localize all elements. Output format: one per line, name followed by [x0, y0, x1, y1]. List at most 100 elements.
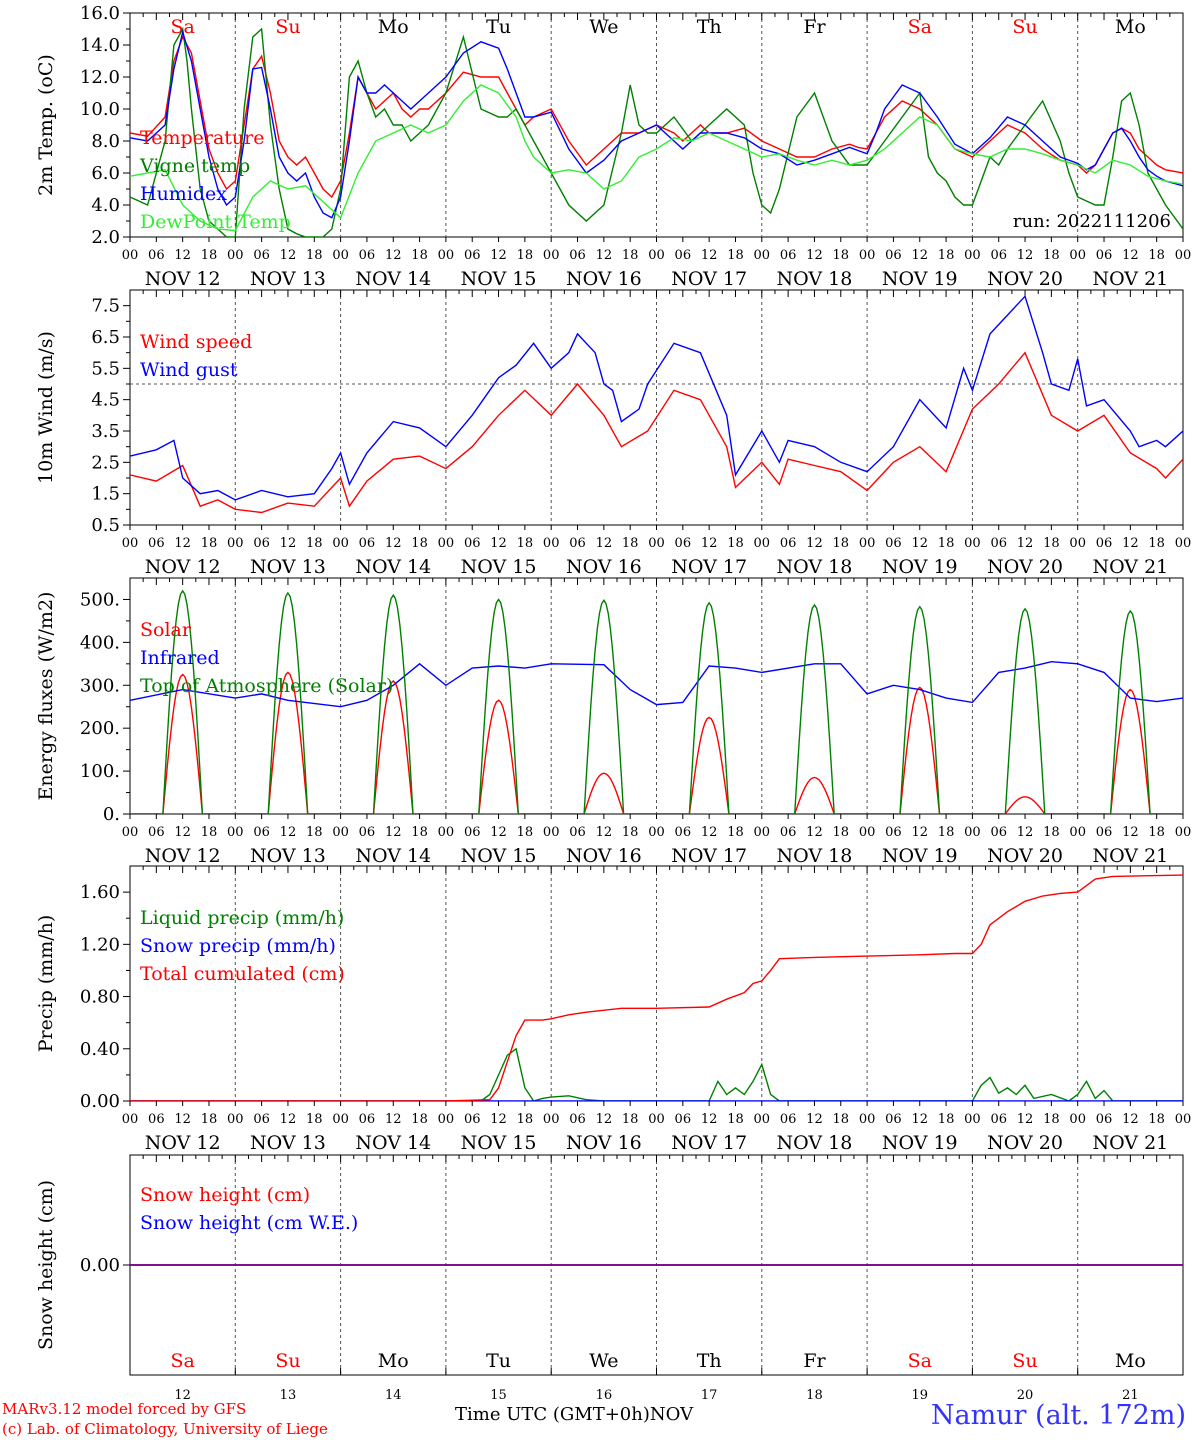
x-hour-label: 12: [174, 1112, 191, 1127]
weekday-label: Sa: [908, 1350, 932, 1372]
y-tick-label: 1.20: [80, 934, 120, 955]
weekday-label: Su: [1012, 1350, 1037, 1372]
x-hour-label: 18: [727, 1112, 744, 1127]
x-hour-label: 12: [1017, 1112, 1034, 1127]
x-hour-label: 00: [122, 248, 139, 263]
y-tick-label: 0.00: [80, 1255, 120, 1276]
x-hour-label: 12: [280, 248, 297, 263]
x-hour-label: 18: [306, 1112, 323, 1127]
x-hour-label: 18: [411, 1112, 428, 1127]
x-hour-label: 06: [780, 825, 797, 840]
x-date-label: NOV 18: [777, 268, 853, 290]
x-hour-label: 00: [543, 825, 560, 840]
x-hour-label: 12: [1122, 825, 1139, 840]
series-group: [130, 26, 1183, 237]
x-date-label: NOV 16: [566, 1132, 642, 1154]
x-hour-label: 00: [859, 248, 876, 263]
x-day-number: 13: [280, 1388, 297, 1400]
x-date-label: NOV 17: [671, 1132, 747, 1154]
x-date-label: NOV 16: [566, 845, 642, 867]
x-hour-label: 18: [306, 825, 323, 840]
x-date-label: NOV 15: [461, 556, 537, 578]
x-hour-label: 12: [280, 536, 297, 551]
weekday-label: Th: [697, 16, 722, 38]
weekday-label: Fr: [803, 1350, 826, 1372]
x-date-label: NOV 21: [1092, 845, 1168, 867]
x-hour-label: 12: [490, 248, 507, 263]
meteogram-chart: 2.0 4.0 6.0 8.0 10.0 12.0 14.0 16.0 2m Temp. (oC…: [35, 3, 1192, 1400]
model-credit: MARv3.12 model forced by GFS: [2, 1400, 247, 1418]
x-date-label: NOV 18: [777, 845, 853, 867]
x-date-label: NOV 13: [250, 556, 326, 578]
x-hour-label: 00: [1069, 248, 1086, 263]
x-hour-label: 18: [517, 1112, 534, 1127]
x-day-number: 15: [490, 1388, 507, 1400]
x-hour-label: 06: [148, 825, 165, 840]
y-tick-label: 0.80: [80, 987, 120, 1008]
weekday-label: Mo: [1115, 1350, 1146, 1372]
y-axis-label: Precip (mm/h): [35, 915, 57, 1053]
y-axis-label: 10m Wind (m/s): [35, 331, 57, 484]
x-hour-label: 18: [1043, 1112, 1060, 1127]
x-date-label: NOV 14: [355, 556, 431, 578]
x-hour-label: 18: [833, 248, 850, 263]
x-hour-label: 06: [359, 825, 376, 840]
x-hour-label: 12: [174, 825, 191, 840]
x-hour-label: 06: [990, 536, 1007, 551]
x-day-number: 18: [806, 1388, 823, 1400]
x-hour-label: 00: [1069, 536, 1086, 551]
x-hour-label: 00: [122, 1112, 139, 1127]
x-date-label: NOV 21: [1092, 268, 1168, 290]
x-hour-label: 00: [1069, 825, 1086, 840]
weekday-label: Mo: [378, 1350, 409, 1372]
x-date-label: NOV 18: [777, 556, 853, 578]
x-hour-label: 18: [411, 825, 428, 840]
y-tick-label: 2.5: [91, 452, 120, 473]
x-hour-label: 12: [1122, 1112, 1139, 1127]
x-hour-label: 00: [438, 248, 455, 263]
x-hour-label: 18: [201, 536, 218, 551]
x-hour-label: 18: [938, 248, 955, 263]
x-hour-label: 00: [227, 825, 244, 840]
y-tick-label: 6.5: [91, 327, 120, 348]
run-annotation: run: 2022111206: [1013, 211, 1171, 232]
x-hour-label: 00: [332, 248, 349, 263]
x-date-label: NOV 17: [671, 556, 747, 578]
x-hour-label: 12: [911, 536, 928, 551]
x-hour-label: 12: [806, 536, 823, 551]
x-hour-label: 06: [780, 248, 797, 263]
y-tick-label: 5.5: [91, 358, 120, 379]
y-tick-label: 3.5: [91, 421, 120, 442]
y-tick-label: 6.0: [91, 163, 120, 184]
x-hour-label: 12: [1017, 536, 1034, 551]
x-hour-label: 12: [701, 248, 718, 263]
x-hour-label: 18: [727, 248, 744, 263]
weekday-label: We: [589, 1350, 618, 1372]
x-hour-label: 12: [1017, 825, 1034, 840]
x-hour-label: 18: [622, 825, 639, 840]
x-hour-label: 06: [1096, 825, 1113, 840]
x-day-number: 21: [1122, 1388, 1139, 1400]
x-date-label: NOV 14: [355, 1132, 431, 1154]
series-group: [130, 589, 1183, 814]
x-hour-label: 12: [1017, 248, 1034, 263]
legend-entry: Temperature: [140, 127, 264, 149]
x-hour-label: 00: [543, 248, 560, 263]
x-hour-label: 06: [1096, 1112, 1113, 1127]
x-day-number: 16: [596, 1388, 613, 1400]
x-hour-label: 12: [911, 1112, 928, 1127]
y-tick-label: 100.: [80, 761, 120, 782]
x-hour-label: 06: [990, 1112, 1007, 1127]
legend-entry: Wind gust: [140, 359, 238, 381]
weekday-label: We: [589, 16, 618, 38]
x-hour-label: 00: [1175, 536, 1192, 551]
weekday-label: Sa: [908, 16, 932, 38]
x-date-label: NOV 13: [250, 268, 326, 290]
legend-entry: Top of Atmosphere (Solar): [140, 675, 393, 697]
x-hour-label: 00: [648, 1112, 665, 1127]
x-hour-label: 06: [148, 536, 165, 551]
x-hour-label: 06: [675, 1112, 692, 1127]
y-axis-label: Energy fluxes (W/m2): [35, 592, 57, 801]
x-hour-label: 18: [201, 1112, 218, 1127]
x-hour-label: 00: [964, 825, 981, 840]
